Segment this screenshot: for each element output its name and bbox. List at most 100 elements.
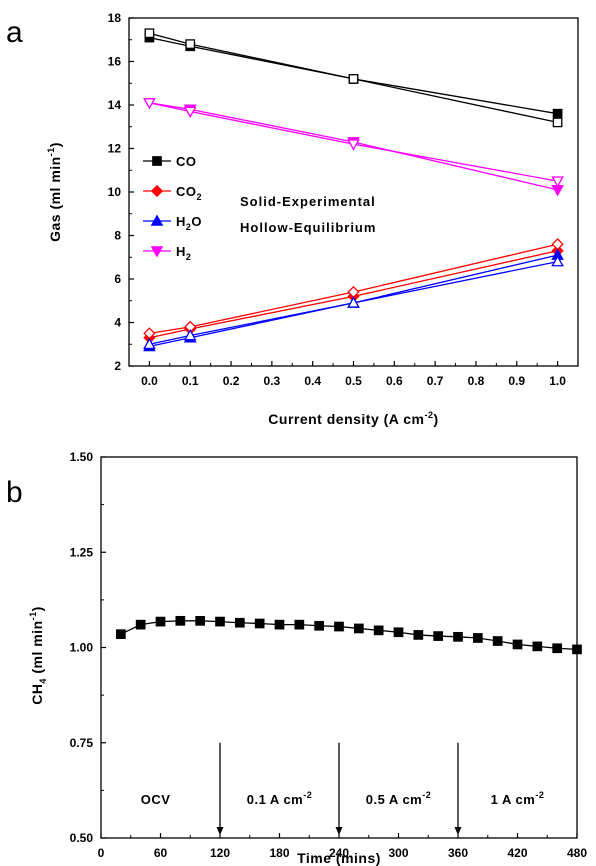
annotation-solid: Solid-Experimental <box>240 194 376 209</box>
x-tick-label: 60 <box>154 846 168 860</box>
region-label-sup: -2 <box>422 790 431 800</box>
data-point <box>433 631 444 641</box>
x-axis-label-main: Current density (A cm <box>268 411 424 427</box>
data-point <box>234 617 245 628</box>
legend-name: H <box>176 244 186 259</box>
data-point <box>334 621 344 632</box>
legend-name-end: O <box>191 214 202 229</box>
panel-label-b: b <box>6 476 23 509</box>
region-label-main: 0.5 A cm <box>366 792 423 807</box>
y-tick-label: 10 <box>108 185 122 199</box>
x-tick-label: 0.0 <box>141 374 158 388</box>
data-point-equilibrium <box>144 28 155 39</box>
x-tick-label: 420 <box>507 846 527 860</box>
series-1 <box>143 238 564 344</box>
y-tick-label: 6 <box>114 272 121 286</box>
region-label-sup: -2 <box>303 790 312 800</box>
data-point <box>195 615 206 626</box>
data-point <box>215 616 225 627</box>
data-point <box>373 625 384 636</box>
legend-marker <box>150 214 164 226</box>
y-tick-label: 14 <box>108 98 122 112</box>
series-2 <box>143 248 564 352</box>
region-label: 1 A cm-2 <box>491 790 545 807</box>
x-tick-label: 0.7 <box>427 374 444 388</box>
panel-label-a: a <box>6 16 23 49</box>
y-tick-label: 1.25 <box>70 545 94 559</box>
data-point <box>115 629 126 640</box>
data-point-equilibrium <box>185 39 196 49</box>
region-label: 0.5 A cm-2 <box>366 790 432 807</box>
legend-marker <box>150 184 164 198</box>
y-tick-label: 18 <box>108 11 122 25</box>
legend-name: H <box>176 214 186 229</box>
data-point-equilibrium <box>552 117 563 128</box>
y-axis-label: Gas (ml min-1) <box>46 142 63 242</box>
x-axis-label-end: ) <box>434 411 439 427</box>
data-point <box>413 630 424 640</box>
x-axis-label: Time (mins) <box>297 850 381 866</box>
data-point <box>453 631 463 642</box>
x-tick-label: 0.8 <box>468 374 485 388</box>
x-tick-label: 0.3 <box>264 374 281 388</box>
data-point-experimental <box>552 108 563 119</box>
data-point-equilibrium <box>143 98 156 110</box>
x-axis-label: Current density (A cm-2) <box>268 410 438 427</box>
x-axis-label-sup: -2 <box>425 410 434 420</box>
x-tick-label: 0.6 <box>386 374 403 388</box>
data-point-equilibrium <box>143 337 156 350</box>
data-point <box>274 619 285 630</box>
data-point-equilibrium <box>551 255 564 267</box>
legend-label: CO <box>176 154 197 169</box>
series-line-experimental <box>149 254 558 348</box>
y-tick-label: 4 <box>114 316 121 330</box>
annotation-hollow: Hollow-Equilibrium <box>240 220 376 235</box>
x-tick-label: 120 <box>210 846 230 860</box>
data-point-equilibrium <box>347 296 360 308</box>
data-point <box>532 641 543 652</box>
data-point <box>155 616 166 627</box>
series-line-experimental <box>149 36 558 115</box>
data-point-equilibrium <box>183 106 197 119</box>
data-point <box>552 643 563 654</box>
data-point <box>353 623 364 634</box>
series-line-equilibrium <box>149 32 558 124</box>
data-point <box>572 644 582 655</box>
y-axis-label-end: ) <box>47 142 63 147</box>
data-point <box>472 633 483 643</box>
region-label: 0.1 A cm-2 <box>247 790 313 807</box>
series-line-experimental <box>149 102 558 191</box>
data-point <box>512 639 523 650</box>
divider-arrow-head <box>454 827 462 835</box>
chart-b: 0 60 120 180 240 300 360 420 480 0.50 0.75 1.00 1.25… <box>28 450 587 866</box>
y-axis-label-mid: (ml min <box>29 620 45 678</box>
chart-a: 0.0 0.1 0.2 0.3 0.4 0.5 0.6 0.7 0.8 0.9 1.0 2 4 6 8 10 1… <box>46 11 579 427</box>
y-axis-label: CH4 (ml min-1) <box>28 606 48 705</box>
x-tick-label: 240 <box>329 846 349 860</box>
y-axis-label-sup: -1 <box>46 147 56 156</box>
x-tick-label: 0.9 <box>508 374 525 388</box>
data-point <box>492 636 503 646</box>
data-point-equilibrium <box>347 139 360 151</box>
series-line-equilibrium <box>149 243 558 335</box>
legend-sub: 2 <box>197 192 203 202</box>
data-point-equilibrium <box>348 74 359 84</box>
series-3 <box>143 98 564 197</box>
data-point-equilibrium <box>183 329 197 341</box>
region-label-sup: -2 <box>535 790 544 800</box>
x-tick-label: 360 <box>448 846 468 860</box>
data-point <box>393 627 404 638</box>
data-point-equilibrium <box>551 176 564 188</box>
x-tick-label: 0 <box>98 846 105 860</box>
region-label-main: OCV <box>141 792 171 807</box>
x-tick-label: 480 <box>567 846 587 860</box>
divider-arrow-head <box>335 827 343 835</box>
y-axis-label-sup: -1 <box>28 611 38 620</box>
y-tick-label: 1.00 <box>70 641 94 655</box>
y-tick-label: 2 <box>114 359 121 373</box>
y-axis-label-main: Gas (ml min <box>47 156 63 242</box>
data-point-equilibrium <box>551 238 564 251</box>
data-point <box>175 615 186 626</box>
data-point <box>314 620 325 631</box>
